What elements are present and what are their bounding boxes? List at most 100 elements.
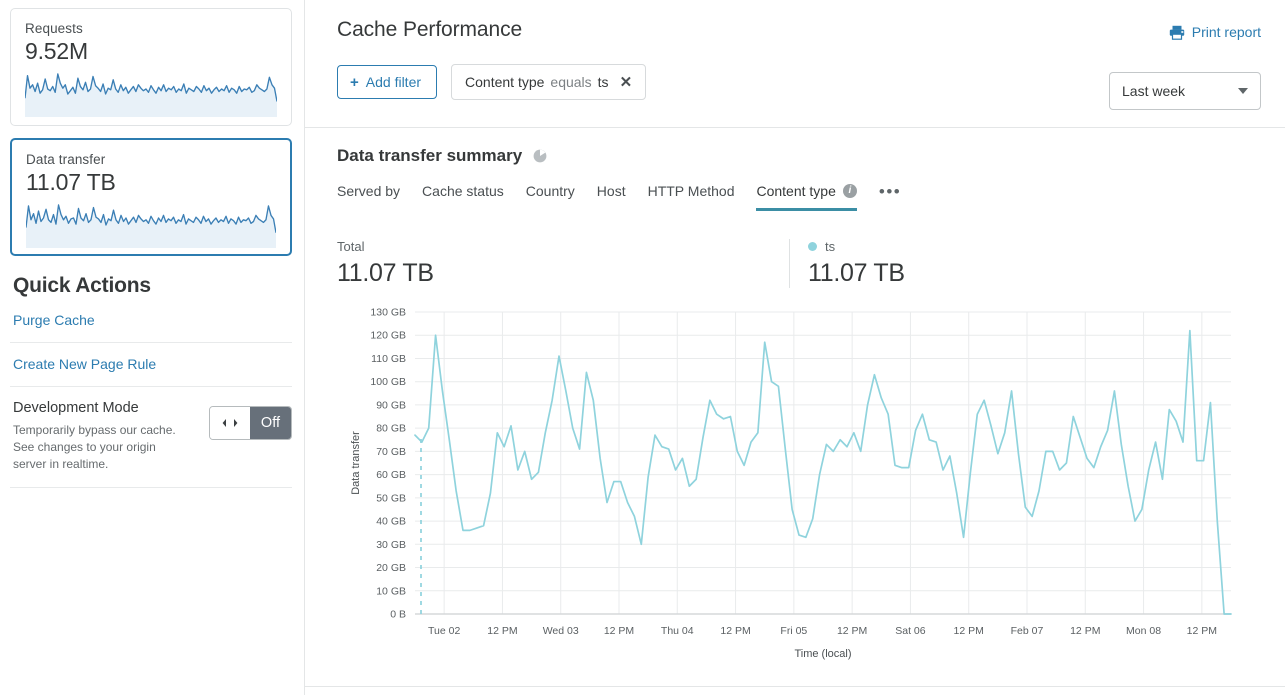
requests-sparkline: [25, 73, 277, 117]
development-mode-title: Development Mode: [13, 400, 139, 416]
svg-text:110 GB: 110 GB: [371, 353, 406, 365]
chevron-down-icon: [1238, 88, 1248, 94]
info-icon[interactable]: i: [842, 183, 857, 198]
page-title: Cache Performance: [337, 18, 523, 41]
development-mode-block: Development Mode Temporarily bypass our …: [10, 400, 292, 488]
svg-text:12 PM: 12 PM: [954, 625, 984, 637]
quick-action-purge-cache[interactable]: Purge Cache: [10, 312, 292, 343]
filter-chip-content-type[interactable]: Content type equals ts ✕: [451, 64, 647, 100]
stat-card-requests[interactable]: Requests 9.52M: [10, 8, 292, 126]
total-label: Total: [337, 239, 365, 254]
svg-text:12 PM: 12 PM: [837, 625, 867, 637]
sidebar: Requests 9.52M Data transfer 11.07 TB Qu…: [0, 0, 305, 695]
tab-label: Content type: [756, 182, 836, 199]
svg-text:120 GB: 120 GB: [370, 330, 406, 342]
footer-divider: [305, 686, 1285, 687]
svg-text:12 PM: 12 PM: [1070, 625, 1100, 637]
svg-text:80 GB: 80 GB: [376, 423, 406, 435]
svg-text:12 PM: 12 PM: [1187, 625, 1217, 637]
legend-dot-icon: [808, 242, 817, 251]
tab-http-method[interactable]: HTTP Method: [648, 183, 735, 211]
page-header: Cache Performance Print report + Add fil…: [305, 0, 1285, 128]
create-page-rule-link[interactable]: Create New Page Rule: [13, 356, 157, 372]
series-value: 11.07 TB: [808, 259, 905, 287]
filter-chip-operator: equals: [550, 74, 592, 90]
svg-text:60 GB: 60 GB: [376, 469, 406, 481]
left-right-arrows-icon: [222, 419, 238, 427]
tab-label: Host: [596, 182, 626, 199]
tab-label: Served by: [337, 182, 401, 199]
main-content: Cache Performance Print report + Add fil…: [305, 0, 1285, 695]
stat-card-label: Data transfer: [26, 152, 106, 167]
stat-card-value: 9.52M: [25, 38, 88, 64]
series-legend: ts: [808, 239, 1241, 254]
more-tabs-icon[interactable]: •••: [878, 182, 902, 201]
chart-container[interactable]: 130 GB 120 GB 110 GB 100 GB 90 GB 80 GB 70 GB 6…: [337, 302, 1261, 662]
series-label: ts: [825, 239, 836, 254]
filter-chip-key: Content type: [465, 74, 545, 90]
svg-text:Tue 02: Tue 02: [428, 625, 460, 637]
svg-text:12 PM: 12 PM: [720, 625, 750, 637]
tab-label: Country: [525, 182, 575, 199]
tab-host[interactable]: Host: [597, 183, 626, 211]
toggle-handle-icon[interactable]: [209, 407, 250, 439]
add-filter-button[interactable]: + Add filter: [337, 65, 438, 99]
time-range-label: Last week: [1122, 83, 1186, 99]
tab-label: Cache status: [422, 182, 504, 199]
svg-text:Feb 07: Feb 07: [1011, 625, 1044, 637]
tab-content-type[interactable]: Content type i: [756, 182, 857, 211]
svg-text:12 PM: 12 PM: [487, 625, 517, 637]
total-block: Total 11.07 TB: [337, 239, 789, 288]
quick-action-create-page-rule[interactable]: Create New Page Rule: [10, 356, 292, 387]
svg-text:40 GB: 40 GB: [376, 516, 406, 528]
svg-text:Thu 04: Thu 04: [661, 625, 694, 637]
data-transfer-sparkline: [26, 204, 276, 248]
development-mode-description: Temporarily bypass our cache. See change…: [13, 423, 176, 471]
tab-cache-status[interactable]: Cache status: [422, 183, 504, 211]
totals-row: Total 11.07 TB ts 11.07 TB: [337, 239, 1261, 288]
svg-text:50 GB: 50 GB: [376, 492, 406, 504]
total-value: 11.07 TB: [337, 259, 434, 287]
summary-title-row: Data transfer summary: [337, 146, 1261, 166]
print-report-label: Print report: [1191, 24, 1261, 40]
summary-title: Data transfer summary: [337, 146, 523, 165]
data-transfer-line-chart[interactable]: 130 GB 120 GB 110 GB 100 GB 90 GB 80 GB 70 GB 6…: [343, 302, 1243, 662]
pie-chart-icon: [533, 149, 547, 163]
filter-row: + Add filter Content type equals ts ✕: [337, 64, 1261, 100]
add-filter-label: Add filter: [365, 74, 422, 90]
purge-cache-link[interactable]: Purge Cache: [13, 312, 95, 328]
time-range-select[interactable]: Last week: [1109, 72, 1261, 110]
stat-card-data-transfer[interactable]: Data transfer 11.07 TB: [10, 138, 292, 256]
stat-card-label: Requests: [25, 21, 83, 36]
svg-text:70 GB: 70 GB: [376, 446, 406, 458]
svg-text:90 GB: 90 GB: [376, 399, 406, 411]
svg-text:Fri 05: Fri 05: [780, 625, 807, 637]
svg-text:Time (local): Time (local): [794, 648, 851, 660]
svg-text:Wed 03: Wed 03: [543, 625, 579, 637]
development-mode-text: Development Mode Temporarily bypass our …: [13, 400, 181, 473]
svg-text:10 GB: 10 GB: [376, 585, 406, 597]
filter-chip-value: ts: [597, 74, 609, 90]
remove-filter-icon[interactable]: ✕: [619, 74, 633, 91]
printer-icon: [1169, 25, 1184, 40]
tab-label: HTTP Method: [647, 182, 735, 199]
quick-actions-title: Quick Actions: [13, 274, 151, 297]
stat-card-value: 11.07 TB: [26, 169, 116, 195]
svg-text:30 GB: 30 GB: [376, 539, 406, 551]
svg-text:12 PM: 12 PM: [604, 625, 634, 637]
tab-country[interactable]: Country: [526, 183, 575, 211]
svg-text:Sat 06: Sat 06: [895, 625, 926, 637]
svg-text:0 B: 0 B: [390, 609, 406, 621]
summary-tabs: Served by Cache status Country Host HTTP…: [337, 182, 1261, 211]
svg-text:100 GB: 100 GB: [370, 376, 406, 388]
summary-section: Data transfer summary Served by Cache st…: [305, 128, 1285, 662]
tab-served-by[interactable]: Served by: [337, 183, 400, 211]
print-report-button[interactable]: Print report: [1169, 24, 1261, 40]
plus-icon: +: [350, 73, 359, 91]
svg-text:20 GB: 20 GB: [376, 562, 406, 574]
svg-text:130 GB: 130 GB: [370, 307, 406, 319]
development-mode-toggle[interactable]: Off: [208, 406, 292, 440]
toggle-state-label[interactable]: Off: [249, 407, 291, 439]
series-total-block: ts 11.07 TB: [789, 239, 1241, 288]
